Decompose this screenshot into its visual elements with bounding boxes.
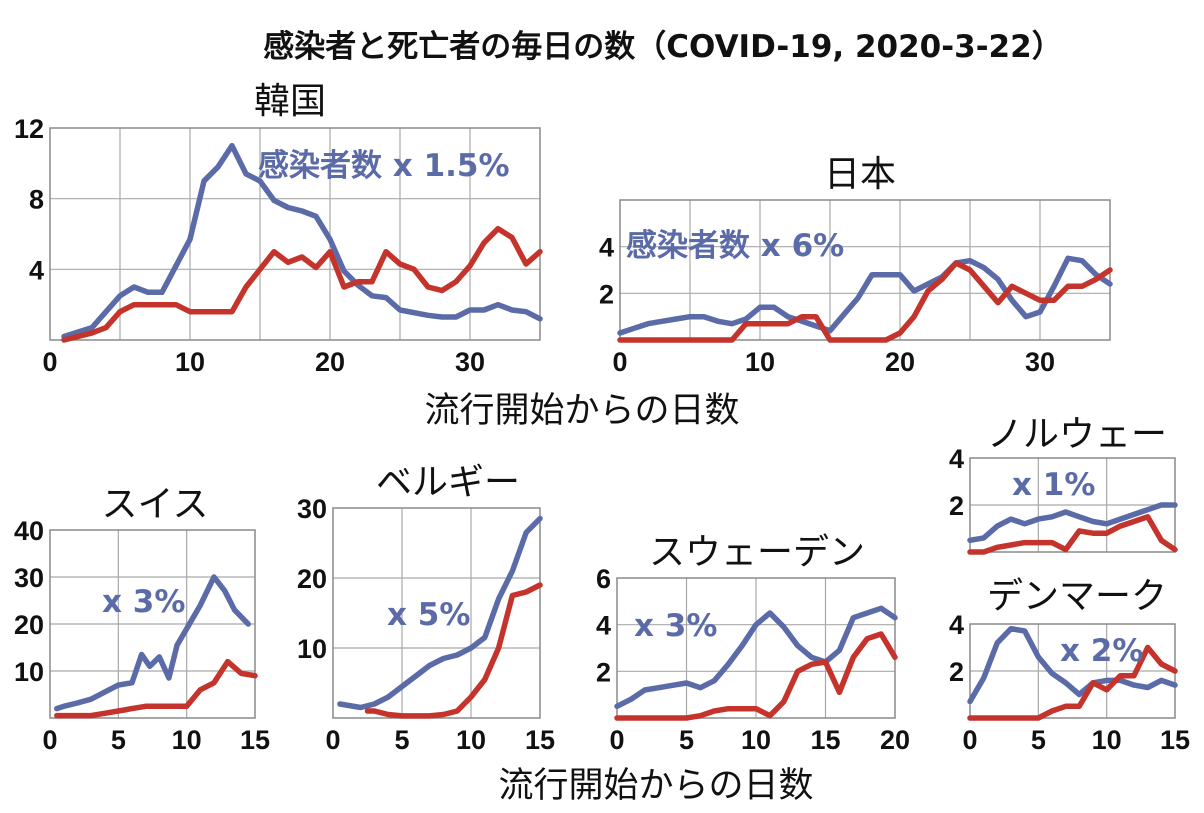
korea-infected-line — [61, 142, 543, 340]
denmark-ytick: 4 — [949, 610, 964, 640]
japan-infected-line — [617, 255, 1113, 336]
switzerland-plot: 10 20 30 40 0 5 10 15 — [14, 516, 270, 755]
korea-xtick: 0 — [42, 347, 57, 377]
belgium-note: x 5% — [387, 597, 470, 633]
belgium-title: ベルギー — [376, 462, 520, 503]
norway-deaths-line — [967, 514, 1178, 555]
japan-xtick: 20 — [885, 347, 915, 377]
belgium-xtick: 5 — [394, 725, 409, 755]
sweden-title: スウェーデン — [649, 532, 865, 573]
denmark-note: x 2% — [1060, 633, 1143, 669]
switzerland-ytick: 40 — [14, 516, 44, 546]
japan-xtick: 30 — [1025, 347, 1055, 377]
sweden-note: x 3% — [634, 608, 717, 644]
belgium-frame — [332, 507, 541, 719]
belgium-deaths-line — [364, 582, 543, 719]
belgium-ytick: 10 — [297, 634, 327, 664]
sweden-xtick: 0 — [609, 725, 624, 755]
korea-ytick: 4 — [29, 255, 44, 285]
korea-xtick: 20 — [315, 347, 345, 377]
korea-ytick: 12 — [14, 114, 44, 144]
switzerland-note: x 3% — [102, 584, 185, 620]
sweden-deaths-line — [614, 631, 898, 721]
denmark-panel: 2 4 0 5 10 15 デンマーク x 2% — [949, 576, 1190, 755]
sweden-xtick: 20 — [880, 725, 910, 755]
japan-title: 日本 — [824, 154, 896, 195]
sweden-frame — [616, 577, 896, 719]
japan-ytick: 4 — [599, 233, 614, 263]
sweden-panel: 2 4 6 0 5 10 15 20 スウェーデン x 3% — [596, 532, 910, 755]
denmark-deaths-line — [967, 644, 1178, 721]
sweden-plot: 2 4 6 0 5 10 15 20 — [596, 564, 910, 755]
korea-deaths-line — [61, 225, 543, 343]
sweden-ytick: 6 — [596, 564, 611, 594]
norway-infected-line — [967, 502, 1178, 544]
belgium-xtick: 0 — [325, 725, 340, 755]
denmark-title: デンマーク — [987, 576, 1167, 617]
norway-plot: 24 — [949, 444, 1178, 555]
norway-ytick: 2 — [949, 491, 964, 521]
belgium-infected-line — [337, 515, 543, 711]
korea-xtick: 10 — [175, 347, 205, 377]
main-title: 感染者と死亡者の毎日の数（COVID-19, 2020-3-22） — [263, 29, 1062, 65]
japan-panel: 2 4 0 10 20 30 日本 感染者数 x 6% — [599, 154, 1113, 377]
switzerland-panel: 10 20 30 40 0 5 10 15 スイス x 3% — [14, 484, 270, 755]
belgium-ytick: 20 — [297, 564, 327, 594]
switzerland-ytick: 20 — [14, 610, 44, 640]
korea-xtick: 30 — [455, 347, 485, 377]
belgium-ytick: 30 — [297, 494, 327, 524]
denmark-xtick: 0 — [962, 725, 977, 755]
korea-title: 韓国 — [254, 81, 326, 122]
japan-plot: 2 4 0 10 20 30 — [599, 199, 1113, 377]
denmark-ytick: 2 — [949, 657, 964, 687]
denmark-xtick: 5 — [1031, 725, 1046, 755]
korea-frame — [49, 127, 541, 341]
switzerland-deaths-line — [54, 658, 258, 719]
switzerland-infected-line — [54, 574, 251, 712]
belgium-xtick: 10 — [456, 725, 486, 755]
japan-xtick: 10 — [745, 347, 775, 377]
switzerland-frame — [49, 529, 256, 719]
sweden-ytick: 2 — [596, 657, 611, 687]
switzerland-xtick: 5 — [111, 725, 126, 755]
sweden-xtick: 15 — [810, 725, 840, 755]
denmark-plot: 2 4 0 5 10 15 — [949, 610, 1190, 755]
norway-note: x 1% — [1012, 467, 1095, 503]
denmark-infected-line — [967, 625, 1178, 705]
belgium-panel: 10 20 30 0 5 10 15 ベルギー x 5% — [297, 462, 555, 755]
sweden-xtick: 5 — [679, 725, 694, 755]
korea-note: 感染者数 x 1.5% — [258, 148, 510, 184]
norway-title: ノルウェー — [987, 414, 1167, 455]
x-axis-label-top: 流行開始からの日数 — [424, 391, 739, 431]
japan-note: 感染者数 x 6% — [626, 228, 844, 264]
x-axis-label-bottom: 流行開始からの日数 — [498, 766, 813, 806]
belgium-plot: 10 20 30 0 5 10 15 — [297, 494, 555, 755]
japan-ytick: 2 — [599, 279, 614, 309]
korea-panel: 4 8 12 0 10 20 30 韓国 感染者数 x 1.5% — [14, 81, 543, 377]
korea-plot: 4 8 12 0 10 20 30 — [14, 114, 543, 377]
norway-panel: 24 ノルウェー x 1% — [949, 414, 1178, 555]
switzerland-title: スイス — [102, 484, 209, 525]
denmark-xtick: 10 — [1092, 725, 1122, 755]
switzerland-ytick: 10 — [14, 657, 44, 687]
korea-ytick: 8 — [29, 185, 44, 215]
sweden-xtick: 10 — [741, 725, 771, 755]
belgium-xtick: 15 — [525, 725, 555, 755]
switzerland-xtick: 15 — [240, 725, 270, 755]
sweden-ytick: 4 — [596, 611, 611, 641]
switzerland-ytick: 30 — [14, 563, 44, 593]
norway-ytick: 4 — [949, 444, 964, 474]
sweden-infected-line — [614, 605, 898, 710]
denmark-xtick: 15 — [1160, 725, 1190, 755]
switzerland-xtick: 10 — [172, 725, 202, 755]
switzerland-xtick: 0 — [42, 725, 57, 755]
japan-xtick: 0 — [612, 347, 627, 377]
japan-deaths-line — [617, 260, 1113, 343]
